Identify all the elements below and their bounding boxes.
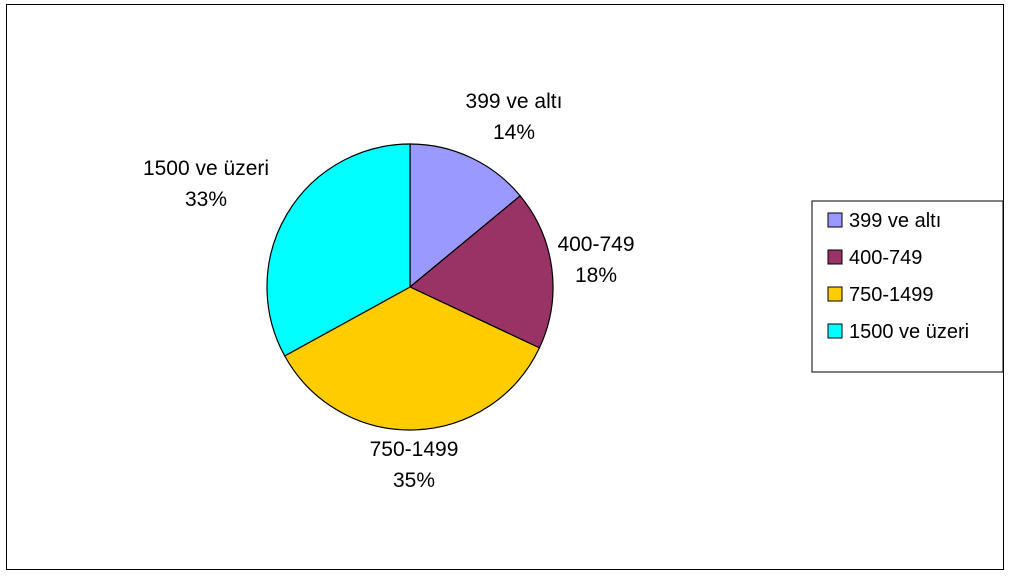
pie-slice-2 [408,195,554,349]
legend-swatch-3 [827,286,843,302]
data-label-percent-2: 18% [575,264,617,287]
pie-data-labels: 399 ve altı 14% 400-749 18% 750-1499 35% 1500 … [143,90,635,492]
legend-label-2: 400-749 [849,247,922,269]
data-label-percent-1: 14% [493,121,535,144]
data-label-category-4: 1500 ve üzeri [143,157,269,180]
pie-slice-4 [266,143,411,357]
data-label-percent-4: 33% [185,188,227,211]
data-label-category-1: 399 ve altı [466,90,563,113]
legend-label-4: 1500 ve üzeri [849,321,969,343]
legend-box [811,200,1004,373]
legend: 399 ve altı 400-749 750-1499 1500 ve üzeri [811,200,1004,373]
data-label-percent-3: 35% [393,469,435,492]
bottom-edge [0,570,1009,576]
data-label-category-2: 400-749 [557,233,634,256]
legend-swatch-4 [827,323,843,339]
legend-swatch-1 [827,212,843,228]
pie-slices [266,143,554,431]
legend-label-1: 399 ve altı [849,210,941,232]
legend-label-3: 750-1499 [849,284,934,306]
pie-slice-3 [283,286,541,431]
pie-slice-1 [409,143,522,289]
legend-swatch-2 [827,249,843,265]
data-label-category-3: 750-1499 [370,438,459,461]
